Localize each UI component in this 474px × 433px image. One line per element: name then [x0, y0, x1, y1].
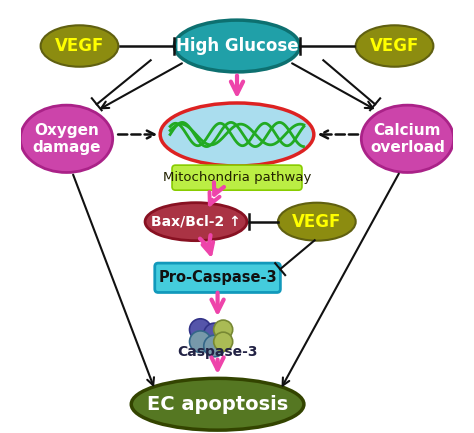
Text: Calcium
overload: Calcium overload: [370, 123, 445, 155]
Text: VEGF: VEGF: [292, 213, 342, 231]
Circle shape: [190, 319, 211, 340]
Circle shape: [190, 331, 211, 352]
Text: High Glucose: High Glucose: [176, 37, 298, 55]
Text: Caspase-3: Caspase-3: [177, 346, 258, 359]
Ellipse shape: [20, 105, 113, 172]
Text: Bax/Bcl-2 ↑: Bax/Bcl-2 ↑: [151, 215, 241, 229]
Ellipse shape: [361, 105, 454, 172]
Ellipse shape: [160, 103, 314, 166]
Ellipse shape: [356, 25, 433, 67]
Text: Oxygen
damage: Oxygen damage: [32, 123, 101, 155]
Text: VEGF: VEGF: [370, 37, 419, 55]
Circle shape: [214, 320, 233, 339]
Text: Pro-Caspase-3: Pro-Caspase-3: [158, 270, 277, 285]
FancyBboxPatch shape: [155, 263, 281, 292]
Ellipse shape: [145, 203, 247, 241]
Text: EC apoptosis: EC apoptosis: [147, 395, 288, 414]
FancyBboxPatch shape: [172, 165, 302, 190]
Circle shape: [204, 323, 225, 345]
Ellipse shape: [131, 378, 304, 430]
Ellipse shape: [174, 20, 300, 72]
Ellipse shape: [278, 203, 356, 241]
Text: Mitochondria pathway: Mitochondria pathway: [163, 171, 311, 184]
Text: VEGF: VEGF: [55, 37, 104, 55]
Circle shape: [204, 335, 225, 357]
Ellipse shape: [41, 25, 118, 67]
Circle shape: [214, 332, 233, 351]
